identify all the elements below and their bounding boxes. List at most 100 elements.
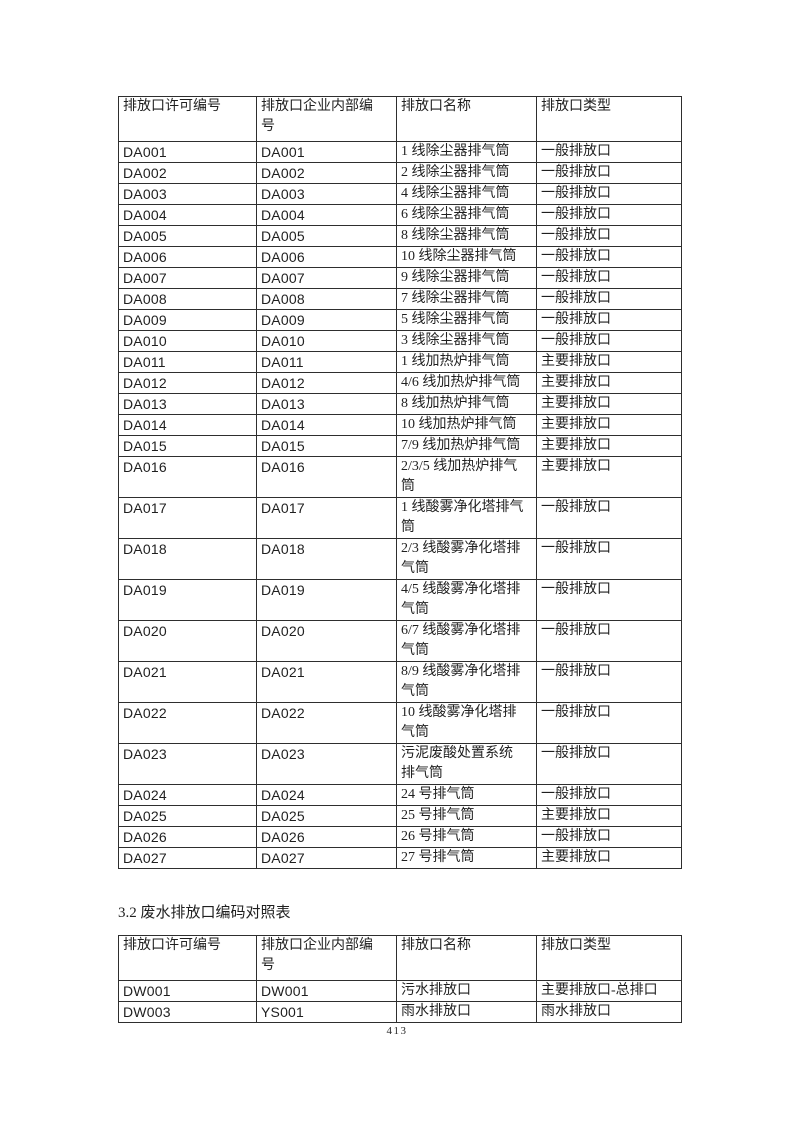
- column-header: 排放口名称: [396, 96, 537, 142]
- cell-outlet-name: 1 线除尘器排气筒: [396, 141, 537, 163]
- cell-permit-code: DA013: [118, 393, 257, 415]
- table-row: DA013 DA013 8 线加热炉排气筒 主要排放口: [118, 393, 682, 415]
- cell-permit-code: DA014: [118, 414, 257, 436]
- page-number: 413: [386, 1025, 408, 1037]
- cell-outlet-name: 1 线酸雾净化塔排气 筒: [396, 497, 537, 539]
- table-row: DA022 DA022 10 线酸雾净化塔排 气筒 一般排放口: [118, 702, 682, 744]
- cell-internal-code: DA016: [256, 456, 397, 498]
- column-header: 排放口许可编号: [118, 935, 257, 981]
- cell-outlet-type: 主要排放口: [536, 805, 682, 827]
- table-row: DA001 DA001 1 线除尘器排气筒 一般排放口: [118, 141, 682, 163]
- cell-outlet-type: 一般排放口: [536, 743, 682, 785]
- cell-outlet-type: 一般排放口: [536, 288, 682, 310]
- cell-permit-code: DA004: [118, 204, 257, 226]
- table-row: DA006 DA006 10 线除尘器排气筒 一般排放口: [118, 246, 682, 268]
- section-title-wastewater: 3.2 废水排放口编码对照表: [118, 905, 291, 921]
- cell-internal-code: DA010: [256, 330, 397, 352]
- cell-outlet-type: 一般排放口: [536, 141, 682, 163]
- cell-outlet-name: 8 线除尘器排气筒: [396, 225, 537, 247]
- cell-internal-code: DA006: [256, 246, 397, 268]
- table-row: DA021 DA021 8/9 线酸雾净化塔排 气筒 一般排放口: [118, 661, 682, 703]
- table-row: DA002 DA002 2 线除尘器排气筒 一般排放口: [118, 162, 682, 184]
- cell-outlet-name: 5 线除尘器排气筒: [396, 309, 537, 331]
- cell-permit-code: DA011: [118, 351, 257, 373]
- cell-outlet-type: 一般排放口: [536, 538, 682, 580]
- cell-permit-code: DA020: [118, 620, 257, 662]
- cell-permit-code: DA023: [118, 743, 257, 785]
- cell-permit-code: DA007: [118, 267, 257, 289]
- cell-outlet-type: 一般排放口: [536, 661, 682, 703]
- table-row: DA008 DA008 7 线除尘器排气筒 一般排放口: [118, 288, 682, 310]
- cell-outlet-type: 一般排放口: [536, 702, 682, 744]
- cell-internal-code: DA017: [256, 497, 397, 539]
- cell-permit-code: DA008: [118, 288, 257, 310]
- cell-outlet-name: 2 线除尘器排气筒: [396, 162, 537, 184]
- cell-internal-code: DA011: [256, 351, 397, 373]
- cell-outlet-name: 污泥废酸处置系统 排气筒: [396, 743, 537, 785]
- cell-outlet-type: 一般排放口: [536, 267, 682, 289]
- table-row: DA015 DA015 7/9 线加热炉排气筒 主要排放口: [118, 435, 682, 457]
- table-row: DA026 DA026 26 号排气筒 一般排放口: [118, 826, 682, 848]
- cell-outlet-name: 27 号排气筒: [396, 847, 537, 869]
- cell-permit-code: DA022: [118, 702, 257, 744]
- cell-outlet-name: 10 线除尘器排气筒: [396, 246, 537, 268]
- cell-outlet-name: 3 线除尘器排气筒: [396, 330, 537, 352]
- cell-outlet-type: 一般排放口: [536, 620, 682, 662]
- cell-internal-code: DA013: [256, 393, 397, 415]
- table-row: DA024 DA024 24 号排气筒 一般排放口: [118, 784, 682, 806]
- cell-outlet-name: 2/3/5 线加热炉排气 筒: [396, 456, 537, 498]
- table-row: DA012 DA012 4/6 线加热炉排气筒 主要排放口: [118, 372, 682, 394]
- table-row: DA007 DA007 9 线除尘器排气筒 一般排放口: [118, 267, 682, 289]
- cell-outlet-type: 主要排放口: [536, 393, 682, 415]
- table-row: DA003 DA003 4 线除尘器排气筒 一般排放口: [118, 183, 682, 205]
- table-row: DA014 DA014 10 线加热炉排气筒 主要排放口: [118, 414, 682, 436]
- cell-outlet-name: 污水排放口: [396, 980, 537, 1002]
- cell-internal-code: DA020: [256, 620, 397, 662]
- cell-permit-code: DW003: [118, 1001, 257, 1023]
- cell-internal-code: DA002: [256, 162, 397, 184]
- cell-internal-code: DW001: [256, 980, 397, 1002]
- table-row: DW003 YS001 雨水排放口 雨水排放口: [118, 1001, 682, 1023]
- column-header: 排放口名称: [396, 935, 537, 981]
- cell-outlet-name: 10 线酸雾净化塔排 气筒: [396, 702, 537, 744]
- cell-outlet-name: 4/6 线加热炉排气筒: [396, 372, 537, 394]
- cell-internal-code: DA022: [256, 702, 397, 744]
- table-row: DA027 DA027 27 号排气筒 主要排放口: [118, 847, 682, 869]
- cell-outlet-type: 一般排放口: [536, 784, 682, 806]
- cell-permit-code: DA002: [118, 162, 257, 184]
- cell-outlet-name: 26 号排气筒: [396, 826, 537, 848]
- cell-outlet-name: 8/9 线酸雾净化塔排 气筒: [396, 661, 537, 703]
- cell-permit-code: DA003: [118, 183, 257, 205]
- table-row: DW001 DW001 污水排放口 主要排放口-总排口: [118, 980, 682, 1002]
- cell-permit-code: DA019: [118, 579, 257, 621]
- column-header: 排放口类型: [536, 96, 682, 142]
- cell-outlet-type: 雨水排放口: [536, 1001, 682, 1023]
- cell-permit-code: DA015: [118, 435, 257, 457]
- cell-permit-code: DA006: [118, 246, 257, 268]
- cell-outlet-type: 一般排放口: [536, 330, 682, 352]
- air-outlet-code-table: 排放口许可编号 排放口企业内部编 号排放口名称 排放口类型 DA001 DA001 1 …: [118, 96, 682, 869]
- cell-internal-code: YS001: [256, 1001, 397, 1023]
- column-header: 排放口企业内部编 号: [256, 935, 397, 981]
- water-table-header-row: 排放口许可编号 排放口企业内部编 号排放口名称 排放口类型: [118, 935, 682, 981]
- cell-outlet-type: 主要排放口: [536, 372, 682, 394]
- table-row: DA009 DA009 5 线除尘器排气筒 一般排放口: [118, 309, 682, 331]
- cell-outlet-name: 4 线除尘器排气筒: [396, 183, 537, 205]
- cell-outlet-type: 一般排放口: [536, 204, 682, 226]
- cell-internal-code: DA008: [256, 288, 397, 310]
- cell-outlet-type: 一般排放口: [536, 246, 682, 268]
- cell-permit-code: DA027: [118, 847, 257, 869]
- cell-outlet-type: 一般排放口: [536, 497, 682, 539]
- table-row: DA023 DA023 污泥废酸处置系统 排气筒 一般排放口: [118, 743, 682, 785]
- cell-internal-code: DA025: [256, 805, 397, 827]
- table-row: DA017 DA017 1 线酸雾净化塔排气 筒一般排放口: [118, 497, 682, 539]
- cell-outlet-type: 主要排放口-总排口: [536, 980, 682, 1002]
- cell-internal-code: DA005: [256, 225, 397, 247]
- table-row: DA025 DA025 25 号排气筒 主要排放口: [118, 805, 682, 827]
- cell-internal-code: DA001: [256, 141, 397, 163]
- cell-outlet-name: 25 号排气筒: [396, 805, 537, 827]
- cell-outlet-type: 主要排放口: [536, 435, 682, 457]
- cell-outlet-name: 1 线加热炉排气筒: [396, 351, 537, 373]
- cell-permit-code: DA025: [118, 805, 257, 827]
